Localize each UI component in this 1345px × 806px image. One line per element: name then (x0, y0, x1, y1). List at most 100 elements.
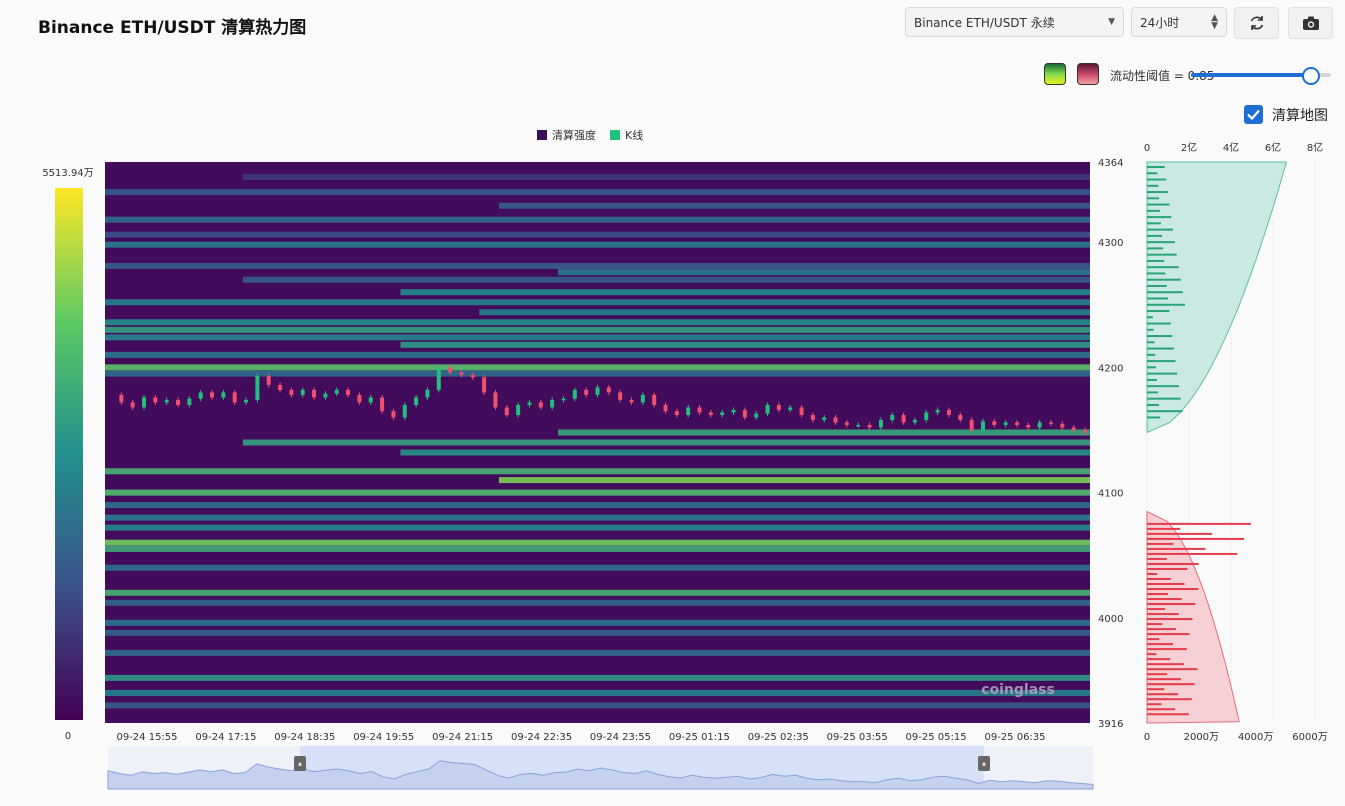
heat-band (105, 514, 1090, 521)
threshold-slider[interactable] (1191, 67, 1331, 85)
long-liquidation-bar (1147, 572, 1158, 575)
long-liquidation-bar (1147, 623, 1163, 626)
heat-band (242, 174, 1090, 181)
candle (833, 417, 838, 423)
candle (482, 377, 487, 393)
long-liquidation-bar (1147, 633, 1190, 636)
candle (640, 394, 645, 403)
colorbar-min-label: 0 (65, 731, 71, 742)
heat-band (105, 262, 1090, 269)
long-liquidation-bar (1147, 683, 1195, 686)
long-liquidation-bar (1147, 542, 1174, 545)
refresh-button[interactable] (1234, 7, 1279, 39)
heat-band (105, 370, 1090, 377)
candle (244, 399, 249, 403)
long-liquidation-bar (1147, 593, 1168, 596)
heat-band (558, 429, 1090, 436)
long-liquidation-bar (1147, 577, 1171, 580)
candle (1026, 424, 1031, 428)
candle (289, 389, 294, 395)
candle (1083, 429, 1087, 433)
short-liquidation-bar (1147, 391, 1158, 394)
candle (867, 424, 872, 428)
threshold-slider-thumb[interactable] (1302, 67, 1320, 85)
short-liquidation-bar (1147, 178, 1167, 181)
long-liquidation-bar (1147, 608, 1166, 611)
short-liquidation-bar (1147, 209, 1161, 212)
candle (629, 399, 634, 403)
zoom-handle-left[interactable]: ⏸ (294, 756, 306, 771)
candle (1037, 422, 1042, 428)
long-liquidation-bar (1147, 668, 1198, 671)
candle (901, 414, 906, 423)
candle (232, 392, 237, 403)
exchange-select[interactable]: Binance ETH/USDT 永续 ▼ (905, 7, 1124, 37)
candle (674, 411, 679, 415)
candle (459, 372, 464, 375)
zoom-handle-right[interactable]: ⏸ (978, 756, 990, 771)
short-liquidation-bar (1147, 372, 1178, 375)
heat-band (400, 449, 1090, 456)
candle (538, 402, 543, 408)
green-palette-swatch[interactable] (1044, 63, 1066, 85)
candle (153, 397, 158, 403)
candle (595, 387, 600, 395)
long-liquidation-bar (1147, 557, 1167, 560)
long-liquidation-bar (1147, 643, 1173, 646)
candle (844, 422, 849, 425)
threshold-slider-fill (1191, 73, 1310, 77)
candle (493, 392, 498, 408)
long-liquidation-bar (1147, 618, 1193, 621)
candle (606, 387, 611, 393)
svg-text:⏸: ⏸ (982, 760, 986, 769)
time-range-select[interactable]: 24小时 ▲ ▼ (1131, 7, 1227, 37)
long-liquidation-bar (1147, 588, 1199, 591)
heat-band (105, 241, 1090, 248)
short-liquidation-bar (1147, 378, 1157, 381)
short-liquidation-bar (1147, 366, 1157, 369)
heat-band (105, 319, 1090, 326)
x-tick-label: 09-25 06:35 (984, 732, 1045, 743)
long-liquidation-bar (1147, 567, 1188, 570)
candle (1071, 427, 1076, 430)
x-tick-label: 09-24 17:15 (195, 732, 256, 743)
legend-label-intensity: 清算强度 (552, 128, 596, 142)
screenshot-button[interactable] (1288, 7, 1333, 39)
zoom-navigator[interactable] (108, 746, 1093, 789)
long-liquidation-bar (1147, 648, 1187, 651)
checkmark-icon (1247, 109, 1260, 121)
candle (776, 404, 781, 410)
y-tick-label: 4000 (1098, 614, 1123, 625)
candle (255, 376, 260, 400)
short-liquidation-bar (1147, 191, 1168, 194)
long-liquidation-bar (1147, 547, 1206, 550)
short-liquidation-bar (1147, 284, 1167, 287)
candle (198, 392, 203, 399)
candle (697, 407, 702, 413)
heat-band (105, 589, 1090, 596)
time-range-value: 24小时 (1140, 15, 1180, 30)
long-liquidation-bar (1147, 583, 1185, 586)
liquidation-map-checkbox[interactable] (1244, 105, 1263, 124)
x-tick-label: 09-24 22:35 (511, 732, 572, 743)
long-liquidation-bar (1147, 678, 1181, 681)
long-liquidation-bar (1147, 703, 1162, 706)
heat-band (105, 326, 1090, 333)
red-palette-swatch[interactable] (1077, 63, 1099, 85)
zoom-selection[interactable] (300, 746, 984, 789)
camera-icon (1302, 16, 1319, 30)
long-liquidation-bar (1147, 603, 1196, 606)
short-liquidation-bar (1147, 272, 1166, 275)
long-liquidation-bar (1147, 708, 1176, 711)
heat-band (105, 468, 1090, 475)
cumulative-tick-label: 6亿 (1265, 141, 1281, 154)
candle (470, 374, 475, 378)
candle (368, 397, 373, 403)
y-tick-label: 4200 (1098, 363, 1123, 374)
heat-band (105, 299, 1090, 306)
cumulative-tick-label: 8亿 (1307, 141, 1323, 154)
short-liquidation-bar (1147, 316, 1153, 319)
x-tick-label: 09-25 03:55 (827, 732, 888, 743)
short-liquidation-bar (1147, 222, 1161, 225)
